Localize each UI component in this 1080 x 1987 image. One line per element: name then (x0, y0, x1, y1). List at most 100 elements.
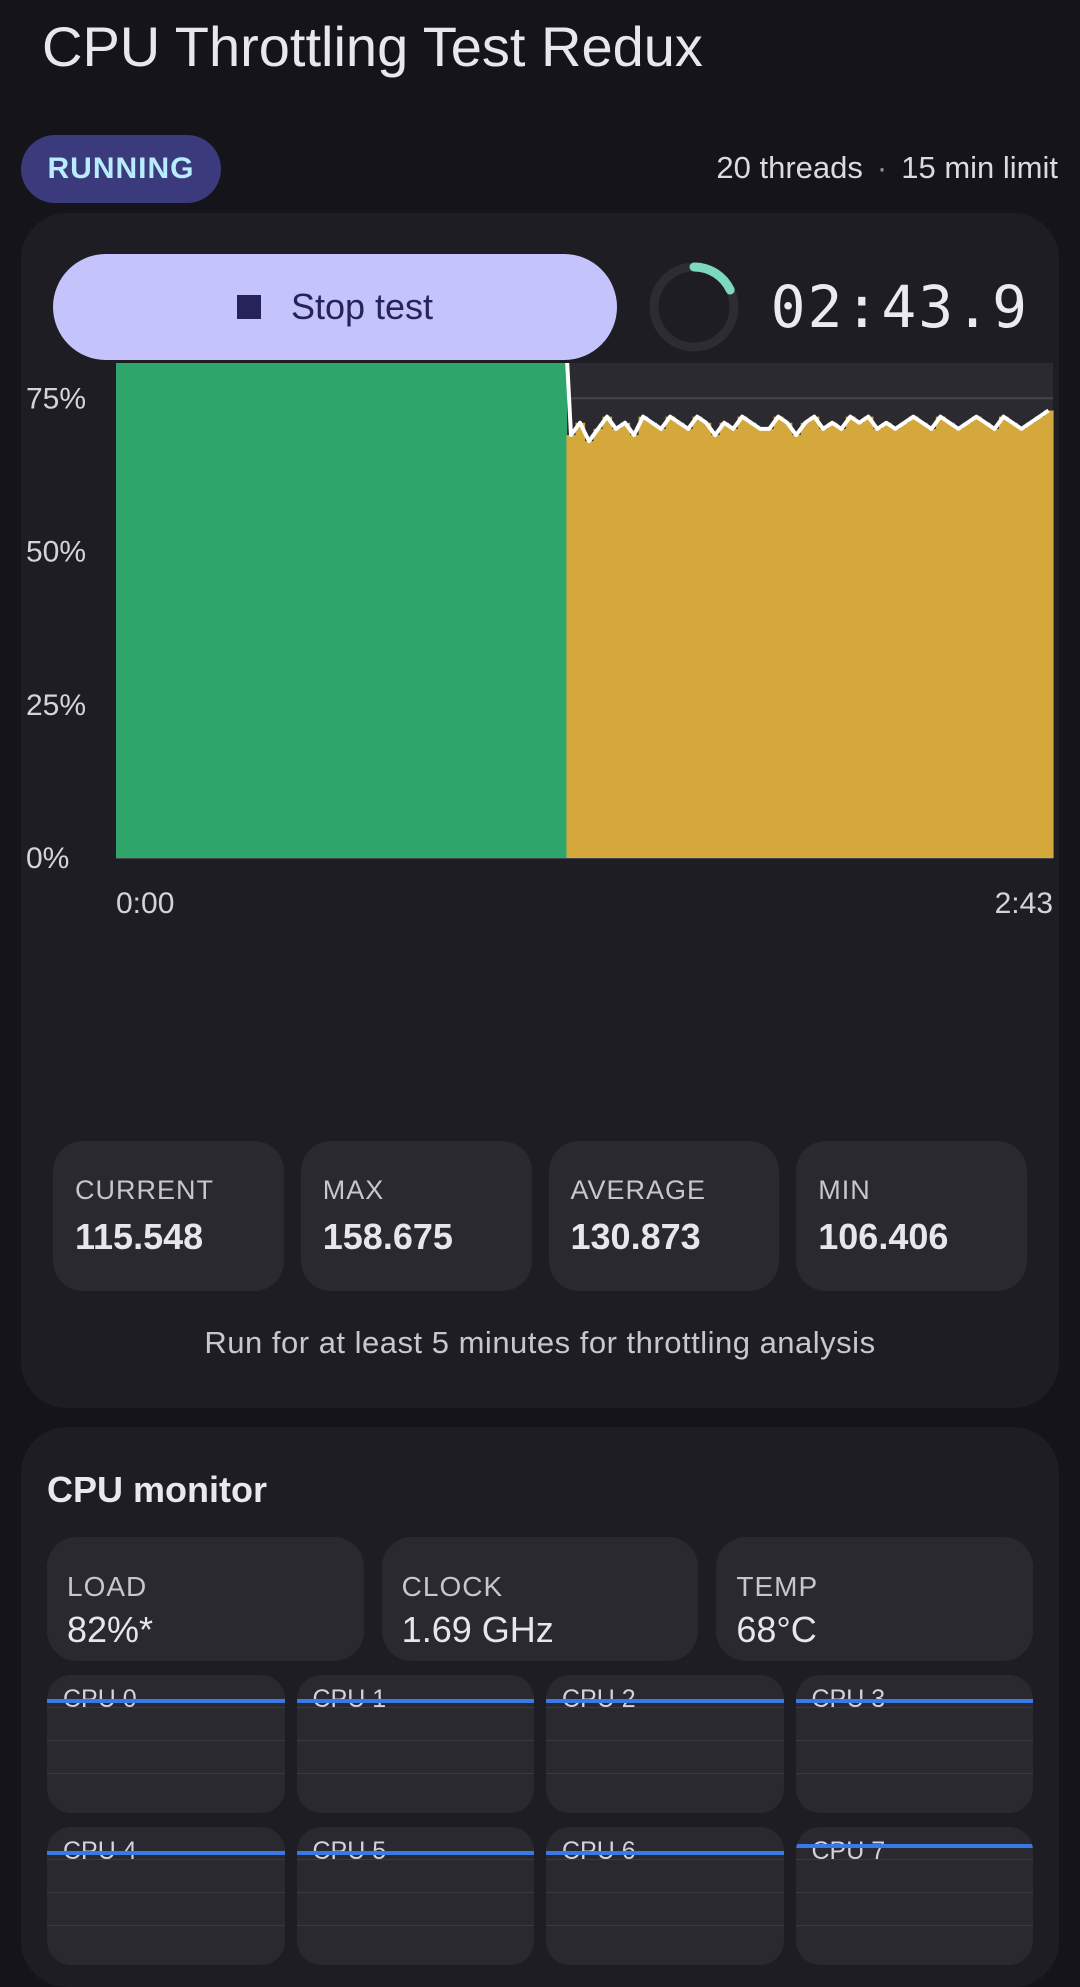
data-bar (872, 428, 883, 858)
data-bar (323, 363, 333, 858)
data-bar (422, 363, 432, 858)
data-bar (269, 363, 279, 858)
core-gridline (47, 1892, 285, 1894)
stat-label: AVERAGE (570, 1175, 707, 1205)
data-bar (458, 363, 468, 858)
data-bar (197, 363, 207, 858)
metric-value: 1.69 GHz (401, 1609, 554, 1650)
core-gridline (47, 1740, 285, 1742)
cpu-core-tile: CPU 3 (795, 1675, 1033, 1813)
core-gridline (546, 1740, 784, 1742)
core-gridline (795, 1925, 1033, 1927)
throughput-chart: 100%75%50%25%0%0:002:43 (26, 363, 1054, 920)
data-bar (557, 363, 568, 858)
data-bar (494, 363, 505, 858)
data-bar (827, 422, 838, 858)
data-bar (440, 363, 450, 858)
data-bar (476, 363, 486, 858)
core-gridline (296, 1925, 534, 1927)
cpu-monitor-card: CPU monitor LOAD 82%* CLOCK 1.69 GHz TEM… (21, 1427, 1059, 1987)
stat-label: CURRENT (75, 1175, 214, 1205)
data-bar (845, 416, 856, 858)
page-title: CPU Throttling Test Redux (42, 15, 703, 78)
metric-value: 82%* (67, 1609, 154, 1650)
data-bar (971, 416, 982, 858)
core-load-line (795, 1698, 1033, 1703)
y-tick-label: 25% (26, 689, 86, 722)
data-bar (368, 363, 378, 858)
stat-min: MIN 106.406 (796, 1141, 1027, 1291)
core-gridline (47, 1707, 285, 1709)
data-bar (593, 428, 604, 858)
data-bar (584, 441, 595, 858)
stop-icon (236, 295, 261, 319)
data-bar (980, 422, 991, 858)
stat-current: CURRENT 115.548 (53, 1141, 284, 1291)
x-tick-label: 2:43 (995, 887, 1053, 920)
metrics-row: LOAD 82%* CLOCK 1.69 GHz TEMP 68°C (47, 1537, 1034, 1661)
data-bar (296, 363, 306, 858)
core-load-line (546, 1698, 784, 1703)
data-bar (962, 422, 973, 858)
cpu-core-tile: CPU 7 (795, 1827, 1033, 1965)
stat-value: 106.406 (818, 1216, 949, 1257)
data-bar (944, 422, 955, 858)
data-bar (719, 422, 730, 858)
metric-label: LOAD (67, 1571, 148, 1602)
data-bar (710, 435, 721, 858)
data-bar (512, 363, 523, 858)
data-bar (395, 363, 405, 858)
data-bar (602, 416, 613, 858)
data-bar (260, 363, 270, 858)
stat-value: 158.675 (322, 1216, 453, 1257)
data-bar (251, 363, 261, 858)
core-gridline (795, 1773, 1033, 1775)
core-gridline (296, 1892, 534, 1894)
test-config: 20 threads · 15 min limit (716, 150, 1058, 186)
stop-test-label: Stop test (290, 286, 434, 327)
data-bar (170, 363, 180, 858)
data-bar (782, 422, 793, 858)
data-bar (431, 363, 441, 858)
core-gridline (546, 1925, 784, 1927)
thread-count: 20 threads (716, 150, 863, 185)
data-bar (908, 416, 919, 858)
data-bar (341, 363, 351, 858)
data-bar (764, 428, 775, 858)
status-badge: RUNNING (21, 135, 221, 203)
stat-value: 115.548 (75, 1216, 204, 1257)
data-bar (881, 422, 892, 858)
data-bar (611, 428, 622, 858)
core-gridline (546, 1892, 784, 1894)
data-bar (791, 435, 802, 858)
data-bar (404, 363, 414, 858)
core-gridline (296, 1859, 534, 1861)
data-bar (503, 363, 514, 858)
data-bar (161, 363, 171, 858)
stat-value: 130.873 (570, 1216, 701, 1257)
core-load-line (296, 1850, 534, 1855)
stat-label: MIN (818, 1175, 871, 1205)
data-bar (386, 363, 396, 858)
metric-temp: TEMP 68°C (716, 1537, 1034, 1661)
metric-value: 68°C (736, 1609, 817, 1650)
data-bar (818, 428, 829, 858)
data-bar (926, 428, 937, 858)
core-gridline (546, 1707, 784, 1709)
cpu-monitor-title: CPU monitor (47, 1469, 267, 1510)
core-gridline (296, 1773, 534, 1775)
data-bar (332, 363, 342, 858)
y-tick-label: 0% (26, 842, 69, 875)
data-bar (935, 416, 946, 858)
data-bar (413, 363, 423, 858)
core-gridline (296, 1740, 534, 1742)
cpu-core-tile: CPU 0 (47, 1675, 285, 1813)
data-bar (530, 363, 541, 858)
data-bar (539, 363, 550, 858)
metric-load: LOAD 82%* (47, 1537, 364, 1661)
data-bar (647, 422, 658, 858)
core-gridline (47, 1773, 285, 1775)
stop-test-button[interactable]: Stop test (53, 254, 617, 360)
core-gridline (47, 1859, 285, 1861)
data-bar (152, 363, 162, 858)
